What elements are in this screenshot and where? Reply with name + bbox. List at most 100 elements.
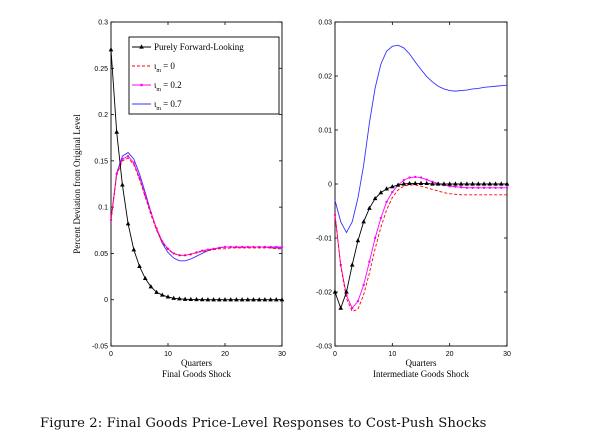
panel-title: Final Goods Shock: [162, 369, 232, 379]
plot-frame: [110, 21, 283, 347]
data-point-triangle: [430, 181, 435, 186]
series-line: [334, 184, 507, 313]
data-point-triangle: [199, 297, 205, 302]
data-point-triangle: [234, 297, 239, 302]
data-point-triangle: [262, 297, 268, 302]
x-axis-label: Quarters: [181, 358, 212, 368]
data-point-triangle: [120, 182, 125, 187]
data-point-triangle: [418, 180, 424, 186]
x-tick-label: 30: [278, 351, 286, 358]
data-point-triangle: [407, 180, 412, 186]
data-point-triangle: [332, 289, 338, 294]
series-line: [334, 176, 507, 310]
data-point-triangle: [493, 181, 498, 186]
data-point-dot: [505, 186, 509, 189]
data-point-triangle: [401, 181, 407, 186]
data-point-triangle: [481, 181, 487, 186]
data-point-triangle: [222, 297, 228, 302]
y-tick-label: 0.03: [318, 20, 332, 27]
data-point-triangle: [279, 297, 285, 302]
panel-title: Intermediate Goods Shock: [373, 369, 469, 379]
x-tick-label: 10: [388, 351, 396, 358]
series-line: [110, 151, 282, 262]
x-tick-label: 30: [503, 351, 511, 358]
data-point-triangle: [412, 180, 418, 186]
data-point-triangle: [228, 297, 233, 302]
data-point-dot: [351, 307, 354, 310]
legend: Purely Forward-Looking ιm = 0 ιm = 0.2 ιm = 0.…: [128, 36, 280, 115]
data-point-dot: [391, 190, 394, 194]
legend-marker-dot: [140, 83, 143, 87]
legend-entries: Purely Forward-Looking ιm = 0 ιm = 0.2 ιm = 0.…: [132, 42, 244, 112]
data-point-dot: [500, 186, 503, 189]
data-point-dot: [373, 236, 377, 240]
legend-label: ιm = 0: [154, 61, 175, 74]
data-point-triangle: [177, 296, 182, 301]
data-point-triangle: [114, 129, 119, 134]
y-tick-label: 0.05: [94, 251, 108, 258]
data-point-triangle: [349, 262, 355, 267]
data-point-dot: [132, 161, 135, 164]
y-tick-label: 0.2: [98, 112, 108, 119]
data-point-triangle: [268, 297, 273, 302]
data-point-dot: [414, 175, 417, 179]
data-point-triangle: [194, 296, 199, 302]
data-point-dot: [275, 245, 278, 249]
data-point-triangle: [274, 297, 279, 302]
data-point-dot: [419, 176, 423, 179]
legend-entry: ιm = 0: [132, 61, 175, 74]
y-tick-label: 0.01: [318, 128, 332, 135]
data-point-triangle: [245, 297, 251, 302]
legend-label: ιm = 0.2: [154, 80, 182, 93]
y-tick-label: 0: [104, 297, 108, 304]
data-point-dot: [477, 186, 480, 189]
data-point-triangle: [476, 181, 481, 186]
data-point-dot: [201, 249, 204, 252]
data-point-triangle: [464, 181, 470, 186]
data-point-triangle: [458, 181, 464, 186]
data-point-dot: [121, 157, 124, 161]
series-line: [334, 183, 507, 310]
data-point-dot: [362, 283, 365, 287]
data-point-dot: [368, 260, 371, 263]
legend-box: [128, 36, 280, 115]
data-point-triangle: [142, 275, 148, 281]
series-lines: [332, 44, 510, 313]
data-point-triangle: [251, 297, 256, 302]
y-tick-label: -0.02: [316, 290, 332, 297]
data-point-triangle: [390, 184, 395, 189]
data-point-triangle: [160, 292, 165, 297]
series-lines: [108, 47, 285, 302]
data-point-triangle: [395, 182, 401, 187]
data-point-triangle: [424, 180, 430, 186]
data-point-triangle: [131, 247, 137, 252]
y-tick-label: 0.15: [94, 158, 108, 165]
y-tick-label: 0.1: [98, 205, 108, 212]
data-point-triangle: [188, 296, 194, 302]
data-point-triangle: [211, 297, 216, 302]
series-line: [110, 157, 282, 256]
data-point-dot: [459, 186, 463, 189]
figure-caption: Figure 2: Final Goods Price-Level Respon…: [40, 416, 487, 431]
x-tick-label: 0: [333, 351, 337, 358]
data-point-dot: [402, 179, 405, 182]
data-point-triangle: [355, 238, 361, 243]
series-line: [334, 44, 508, 234]
data-point-dot: [454, 185, 457, 188]
data-point-triangle: [378, 190, 384, 195]
data-point-triangle: [470, 181, 475, 186]
y-tick-label: 0.25: [94, 66, 108, 73]
x-tick-label: 20: [221, 351, 229, 358]
x-tick-label: 10: [164, 351, 172, 358]
y-tick-label: -0.01: [316, 236, 332, 243]
x-axis-label: Quarters: [406, 358, 437, 368]
data-point-triangle: [338, 305, 344, 310]
data-point-triangle: [453, 181, 458, 186]
data-point-triangle: [384, 186, 389, 191]
data-point-triangle: [148, 284, 154, 289]
data-point-triangle: [137, 263, 142, 268]
legend-entry: ιm = 0.7: [132, 99, 182, 112]
